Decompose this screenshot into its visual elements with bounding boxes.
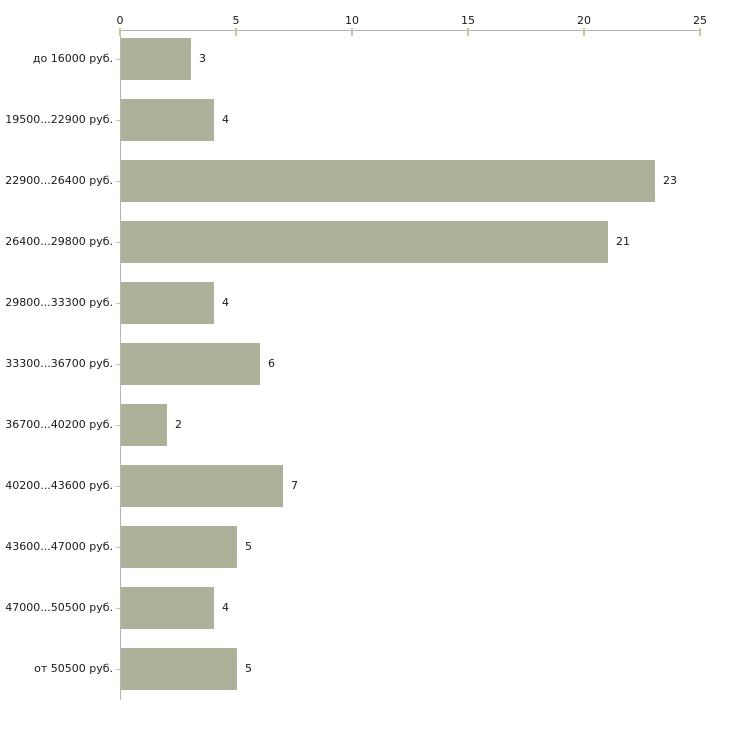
bar-value-label: 21 [616, 235, 630, 248]
bar [121, 343, 260, 385]
x-tick-label: 20 [577, 14, 591, 27]
category-label: 22900...26400 руб. [5, 174, 113, 187]
category-tick [116, 120, 120, 121]
category-label: 36700...40200 руб. [5, 418, 113, 431]
category-tick [116, 303, 120, 304]
bar [121, 99, 214, 141]
bar-value-label: 5 [245, 540, 252, 553]
category-tick [116, 608, 120, 609]
bar-value-label: 6 [268, 357, 275, 370]
bar-value-label: 4 [222, 601, 229, 614]
x-tick [699, 28, 701, 36]
x-tick-label: 0 [116, 14, 124, 27]
x-tick [119, 28, 121, 36]
x-tick-label: 5 [232, 14, 240, 27]
category-tick [116, 364, 120, 365]
x-tick [467, 28, 469, 36]
bar [121, 282, 214, 324]
bar-value-label: 23 [663, 174, 677, 187]
bar [121, 648, 237, 690]
category-tick [116, 59, 120, 60]
bar-value-label: 5 [245, 662, 252, 675]
bar [121, 465, 283, 507]
category-label: 43600...47000 руб. [5, 540, 113, 553]
category-tick [116, 486, 120, 487]
x-axis-line [120, 30, 701, 31]
category-label: 26400...29800 руб. [5, 235, 113, 248]
bar-value-label: 4 [222, 296, 229, 309]
x-tick-label: 25 [693, 14, 707, 27]
category-label: 29800...33300 руб. [5, 296, 113, 309]
category-tick [116, 669, 120, 670]
bar [121, 160, 655, 202]
category-label: до 16000 руб. [32, 52, 113, 65]
category-label: 33300...36700 руб. [5, 357, 113, 370]
x-tick [351, 28, 353, 36]
bar-value-label: 2 [175, 418, 182, 431]
category-tick [116, 547, 120, 548]
x-tick-label: 15 [461, 14, 475, 27]
category-label: 47000...50500 руб. [5, 601, 113, 614]
bar-value-label: 4 [222, 113, 229, 126]
x-tick-label: 10 [345, 14, 359, 27]
category-tick [116, 181, 120, 182]
category-label: от 50500 руб. [34, 662, 113, 675]
bar [121, 587, 214, 629]
bar [121, 38, 191, 80]
bar [121, 404, 167, 446]
bar [121, 221, 608, 263]
x-tick [583, 28, 585, 36]
y-axis-line [120, 30, 121, 700]
category-tick [116, 425, 120, 426]
bar [121, 526, 237, 568]
bar-value-label: 7 [291, 479, 298, 492]
bar-value-label: 3 [199, 52, 206, 65]
category-tick [116, 242, 120, 243]
category-label: 40200...43600 руб. [5, 479, 113, 492]
category-label: 19500...22900 руб. [5, 113, 113, 126]
x-tick [235, 28, 237, 36]
